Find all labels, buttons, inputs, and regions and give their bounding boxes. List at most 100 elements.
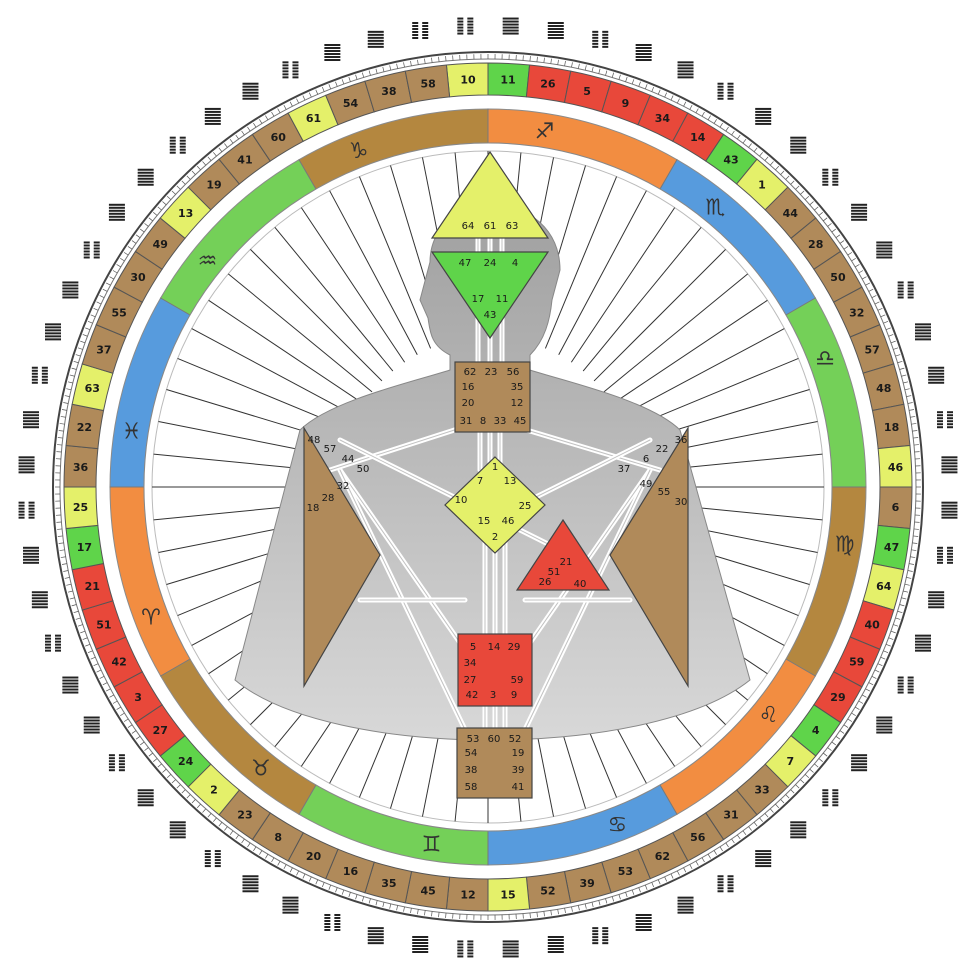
tick-mark <box>859 701 863 704</box>
center-gate-label: 9 <box>511 690 517 701</box>
gate-label: 31 <box>723 809 738 822</box>
gate-label: 33 <box>754 783 769 796</box>
gate-label: 8 <box>274 831 282 844</box>
hexagram-icon <box>937 547 953 564</box>
tick-mark <box>397 64 398 69</box>
center-gate-label: 40 <box>574 579 587 590</box>
hexagram-icon <box>718 875 734 892</box>
tick-mark <box>158 207 162 210</box>
zodiac-icon: ♈ <box>141 605 161 630</box>
tick-mark <box>592 902 593 907</box>
tick-mark <box>652 87 654 92</box>
tick-mark <box>708 116 711 120</box>
tick-mark <box>296 99 298 103</box>
tick-mark <box>911 550 916 551</box>
tick-mark <box>70 375 75 376</box>
gate-label: 63 <box>85 382 100 395</box>
hexagram-icon <box>205 850 221 867</box>
tick-mark <box>167 196 171 199</box>
tick-mark <box>805 196 809 199</box>
tick-mark <box>65 396 70 397</box>
gate-label: 30 <box>130 271 146 284</box>
tick-mark <box>906 396 911 397</box>
hexagram-icon <box>876 241 892 258</box>
tick-mark <box>800 780 804 783</box>
tick-mark <box>645 84 647 89</box>
gate-label: 22 <box>77 421 92 434</box>
tick-mark <box>565 908 566 913</box>
tick-mark <box>626 77 628 82</box>
tick-mark <box>136 235 140 238</box>
tick-mark <box>66 389 71 390</box>
center-gate-label: 59 <box>511 675 524 686</box>
tick-mark <box>891 341 896 343</box>
center-gate-label: 27 <box>464 675 477 686</box>
gate-label: 34 <box>655 112 671 125</box>
hexagram-icon <box>636 914 652 931</box>
hexagram-icon <box>412 936 428 953</box>
tick-mark <box>213 818 216 822</box>
gate-label: 11 <box>500 73 515 86</box>
tick-mark <box>862 277 866 279</box>
tick-mark <box>149 753 153 756</box>
tick-mark <box>278 861 280 865</box>
tick-mark <box>290 868 292 872</box>
hexagram-icon <box>368 927 384 944</box>
gate-label: 16 <box>343 865 359 878</box>
hexagram-icon <box>937 411 953 428</box>
tick-mark <box>100 676 104 678</box>
tick-mark <box>230 139 233 143</box>
center-gate-label: 39 <box>512 765 525 776</box>
tick-mark <box>791 181 795 185</box>
tick-mark <box>113 701 117 704</box>
tick-mark <box>162 769 166 772</box>
gate-label: 21 <box>85 580 100 593</box>
gate-label: 37 <box>96 344 111 357</box>
center-gate-label: 29 <box>508 642 521 653</box>
tick-mark <box>832 229 836 232</box>
center-gate-label: 58 <box>465 782 478 793</box>
tick-mark <box>66 584 71 585</box>
center-gate-label: 30 <box>675 497 688 508</box>
tick-mark <box>439 912 440 917</box>
tick-mark <box>898 361 903 362</box>
center-gate-label: 2 <box>492 532 498 543</box>
tick-mark <box>770 161 773 165</box>
tick-mark <box>59 543 64 544</box>
center-gate-label: 7 <box>477 476 483 487</box>
gate-label: 15 <box>500 889 515 902</box>
tick-mark <box>219 148 222 152</box>
tick-mark <box>551 59 552 64</box>
tick-mark <box>848 719 852 722</box>
hexagram-icon <box>84 241 100 258</box>
tick-mark <box>800 191 804 194</box>
tick-mark <box>639 888 641 893</box>
tick-mark <box>124 252 128 255</box>
tick-mark <box>606 899 607 904</box>
tick-mark <box>417 909 418 914</box>
tick-mark <box>606 71 607 76</box>
tick-mark <box>410 908 411 913</box>
tick-mark <box>65 577 70 578</box>
tick-mark <box>665 877 667 882</box>
center-gate-label: 32 <box>337 481 350 492</box>
tick-mark <box>872 676 876 678</box>
gate-label: 50 <box>830 271 846 284</box>
tick-mark <box>823 753 827 756</box>
tick-mark <box>106 283 110 285</box>
center-gate-label: 54 <box>465 748 478 759</box>
tick-mark <box>167 774 171 777</box>
gate-label: 49 <box>153 238 168 251</box>
tick-mark <box>369 71 370 76</box>
tick-mark <box>775 166 778 170</box>
tick-mark <box>819 212 823 215</box>
tick-mark <box>224 143 227 147</box>
hexagram-icon <box>790 137 806 154</box>
center-gate-label: 3 <box>490 690 496 701</box>
zodiac-icon: ♐ <box>535 119 555 144</box>
center-gate-label: 62 <box>464 367 477 378</box>
tick-mark <box>775 804 778 808</box>
tick-mark <box>571 62 572 67</box>
zodiac-icon: ♍ <box>835 532 855 557</box>
